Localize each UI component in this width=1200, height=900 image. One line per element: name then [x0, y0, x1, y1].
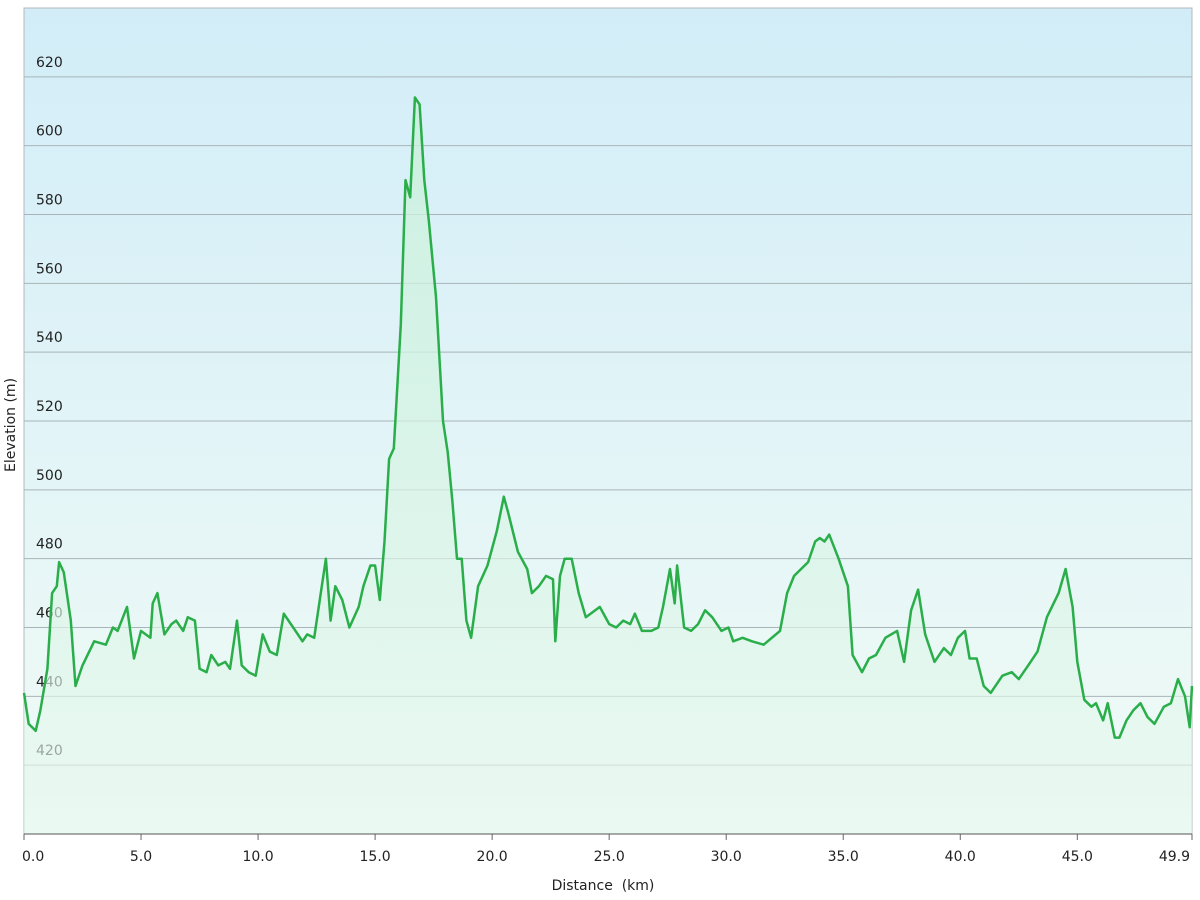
- x-tick-label: 45.0: [1062, 849, 1093, 865]
- x-tick-label: 25.0: [594, 849, 625, 865]
- x-tick-label: 30.0: [711, 849, 742, 865]
- x-tick-label: 20.0: [477, 849, 508, 865]
- y-axis-title: Elevation (m): [3, 378, 19, 472]
- y-tick-label: 520: [36, 399, 63, 415]
- y-tick-label: 600: [36, 124, 63, 140]
- x-tick-label: 35.0: [828, 849, 859, 865]
- x-tick-label: 10.0: [242, 849, 273, 865]
- y-tick-label: 560: [36, 261, 63, 277]
- y-tick-label: 500: [36, 468, 63, 484]
- x-tick-label: 15.0: [360, 849, 391, 865]
- y-tick-label: 620: [36, 55, 63, 71]
- y-tick-label: 580: [36, 193, 63, 209]
- x-tick-label: 49.9: [1159, 849, 1190, 865]
- elevation-line: [22, 96, 1194, 739]
- y-tick-label: 480: [36, 537, 63, 553]
- x-tick-label: 40.0: [945, 849, 976, 865]
- x-tick-label: 5.0: [130, 849, 152, 865]
- x-axis-title: Distance (km): [552, 878, 655, 894]
- x-tick-label: 0.0: [22, 849, 44, 865]
- area-fill: [24, 97, 1192, 834]
- y-tick-label: 540: [36, 330, 63, 346]
